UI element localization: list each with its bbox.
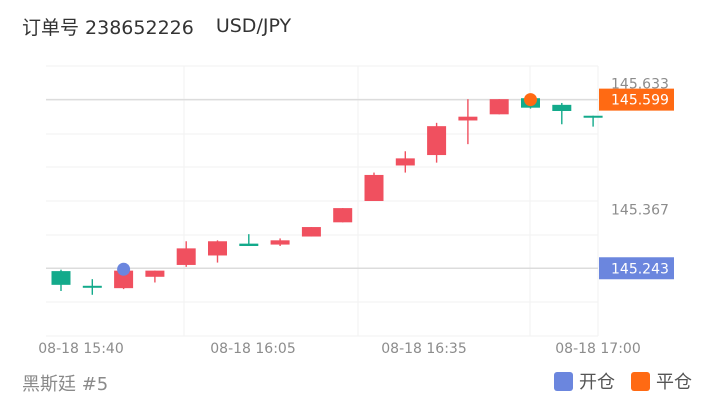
symbol-label: USD/JPY: [215, 15, 292, 37]
price-badge-close: [599, 88, 674, 111]
legend-item-open[interactable]: 开仓: [554, 368, 615, 394]
chart-legend: 开仓 平仓: [554, 368, 692, 394]
legend-label-open: 开仓: [579, 372, 615, 393]
candle-body: [489, 99, 509, 115]
candle-body: [270, 240, 290, 245]
candle-body: [145, 270, 165, 277]
candle-body: [208, 241, 227, 256]
legend-label-close: 平仓: [656, 372, 692, 393]
legend-swatch-open: [554, 371, 573, 391]
y-tick-label: 145.633: [611, 77, 669, 93]
chart-header: 订单号 238652226 USD/JPY: [22, 12, 291, 40]
candle-body: [239, 243, 259, 246]
candle-body: [427, 126, 447, 156]
legend-swatch-close: [631, 371, 650, 391]
x-tick-label: 08-18 15:40: [38, 341, 123, 357]
trade-marker-open: [117, 262, 131, 276]
candle-body: [82, 285, 102, 288]
candle-body: [51, 271, 71, 285]
legend-item-close[interactable]: 平仓: [631, 368, 692, 394]
x-tick-label: 08-18 16:35: [381, 341, 466, 357]
trade-marker-close: [524, 93, 537, 107]
candle-body: [114, 270, 134, 289]
x-tick-label: 08-18 17:00: [555, 341, 640, 357]
x-tick-label: 08-18 16:05: [210, 341, 295, 357]
price-badge-label-close: 145.599: [611, 93, 669, 109]
order-number: 订单号 238652226: [22, 16, 194, 39]
price-badge-label-open: 145.243: [611, 261, 669, 277]
candle-body: [552, 104, 572, 111]
price-badge-open: [599, 257, 674, 280]
candle-body: [364, 174, 384, 201]
candle-body: [176, 248, 196, 265]
candle-body: [458, 116, 478, 121]
candle-body: [583, 115, 603, 118]
candle-body: [395, 158, 415, 166]
strategy-label: 黑斯廷 #5: [22, 374, 109, 395]
y-tick-label: 145.367: [611, 203, 669, 219]
candle-body: [301, 227, 321, 237]
candle-body: [333, 208, 353, 223]
